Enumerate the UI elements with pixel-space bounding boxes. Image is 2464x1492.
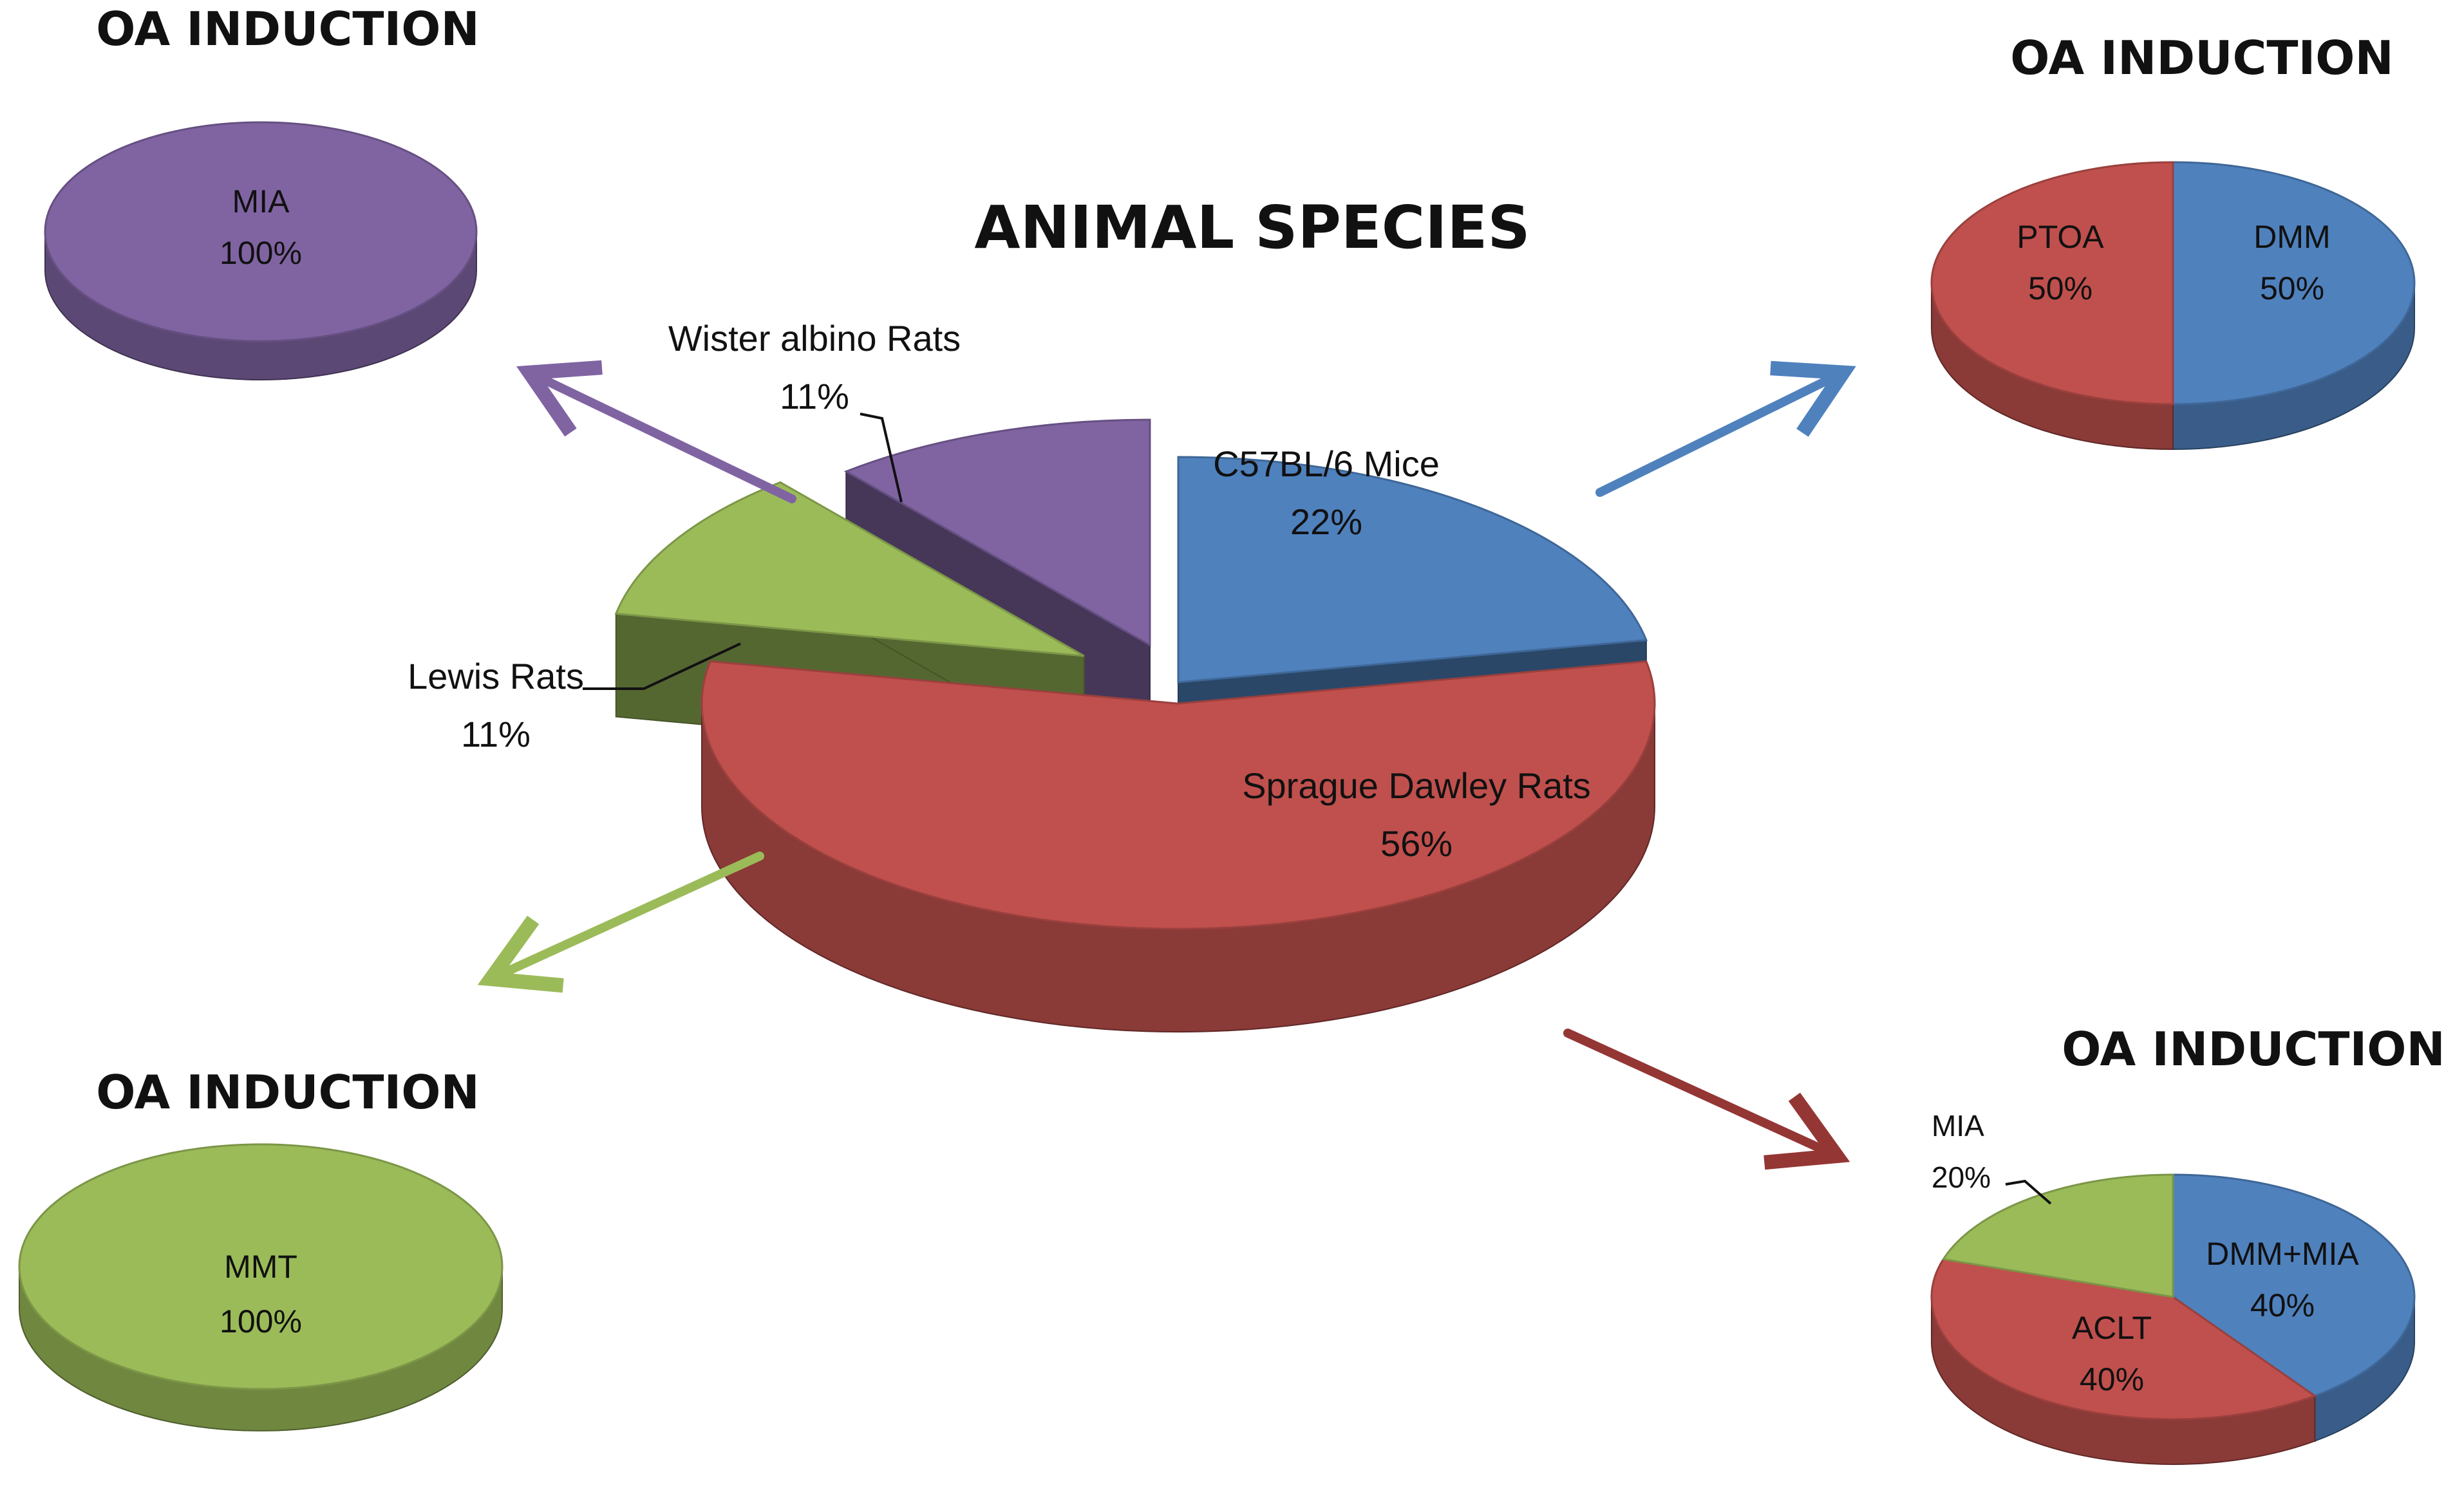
text-layer: ANIMAL SPECIES C57BL/6 Mice 22% Sprague Daw… xyxy=(96,2,2445,1397)
main-chart-title: ANIMAL SPECIES xyxy=(974,193,1530,262)
slice-value-mia: 100% xyxy=(220,235,302,271)
oa-induction-title: OA INDUCTION xyxy=(2010,31,2394,85)
slice-label-sprague-dawley-rats: Sprague Dawley Rats xyxy=(1242,765,1591,806)
pie-slice-mmt-3 xyxy=(18,1143,503,1390)
arrow-to-c57-induction xyxy=(1595,360,1856,497)
slice-value-sprague-dawley-rats: 56% xyxy=(1380,823,1453,864)
slice-label-wister-albino-rats: Wister albino Rats xyxy=(668,318,961,359)
pie-slice-aclt-4 xyxy=(1930,1258,2317,1421)
slice-label-mia: MIA xyxy=(1932,1109,1984,1142)
pie-slice-wister-albino-rats xyxy=(843,418,1151,647)
slice-value-c57bl-6-mice: 22% xyxy=(1290,501,1362,542)
slice-value-dmm-mia: 40% xyxy=(2250,1287,2315,1323)
arrow-to-wister-induction xyxy=(516,360,796,503)
slice-value-ptoa: 50% xyxy=(2028,270,2093,306)
pie-slice-mia-4 xyxy=(1941,1173,2174,1298)
slice-label-mia: MIA xyxy=(232,183,290,219)
pie-slice-lewis-rats xyxy=(614,481,1085,657)
slice-label-mmt: MMT xyxy=(224,1249,297,1285)
pie-slice-sprague-dawley-rats xyxy=(701,660,1656,930)
arrow-to-lewis-induction xyxy=(477,852,764,993)
pie-slice-dmm-2 xyxy=(2172,161,2416,406)
pie-slice-c57bl-6-mice xyxy=(1177,456,1648,684)
leader-line-wister xyxy=(860,413,903,503)
pie-slice-dmm-mia-4 xyxy=(2172,1173,2416,1397)
slice-label-dmm-mia: DMM+MIA xyxy=(2206,1236,2359,1272)
oa-induction-title: OA INDUCTION xyxy=(96,1065,480,1119)
slice-label-ptoa: PTOA xyxy=(2017,219,2104,255)
leader-line-layer xyxy=(583,413,2052,1205)
slice-value-lewis-rats: 11% xyxy=(461,714,531,754)
slice-value-aclt: 40% xyxy=(2080,1361,2144,1397)
pie-top-layer xyxy=(18,121,2416,1421)
arrow-layer xyxy=(477,360,1856,1170)
pie-slice-mia-1 xyxy=(44,121,478,342)
slice-label-lewis-rats: Lewis Rats xyxy=(408,656,584,696)
slice-value-wister-albino-rats: 11% xyxy=(780,376,849,416)
slice-value-dmm: 50% xyxy=(2260,270,2324,306)
oa-induction-title: OA INDUCTION xyxy=(2062,1022,2445,1076)
slice-label-c57bl-6-mice: C57BL/6 Mice xyxy=(1213,443,1440,484)
slice-label-dmm: DMM xyxy=(2253,219,2330,255)
oa-induction-title: OA INDUCTION xyxy=(96,2,480,56)
slice-label-aclt: ACLT xyxy=(2072,1310,2152,1346)
arrow-to-sprague-induction xyxy=(1563,1029,1850,1170)
leader-line-lewis xyxy=(583,642,741,690)
leader-line-mia-small xyxy=(2005,1179,2052,1205)
slice-value-mmt: 100% xyxy=(220,1303,302,1339)
slice-value-mia: 20% xyxy=(1932,1161,1991,1194)
pie-slice-ptoa-2 xyxy=(1930,161,2174,406)
